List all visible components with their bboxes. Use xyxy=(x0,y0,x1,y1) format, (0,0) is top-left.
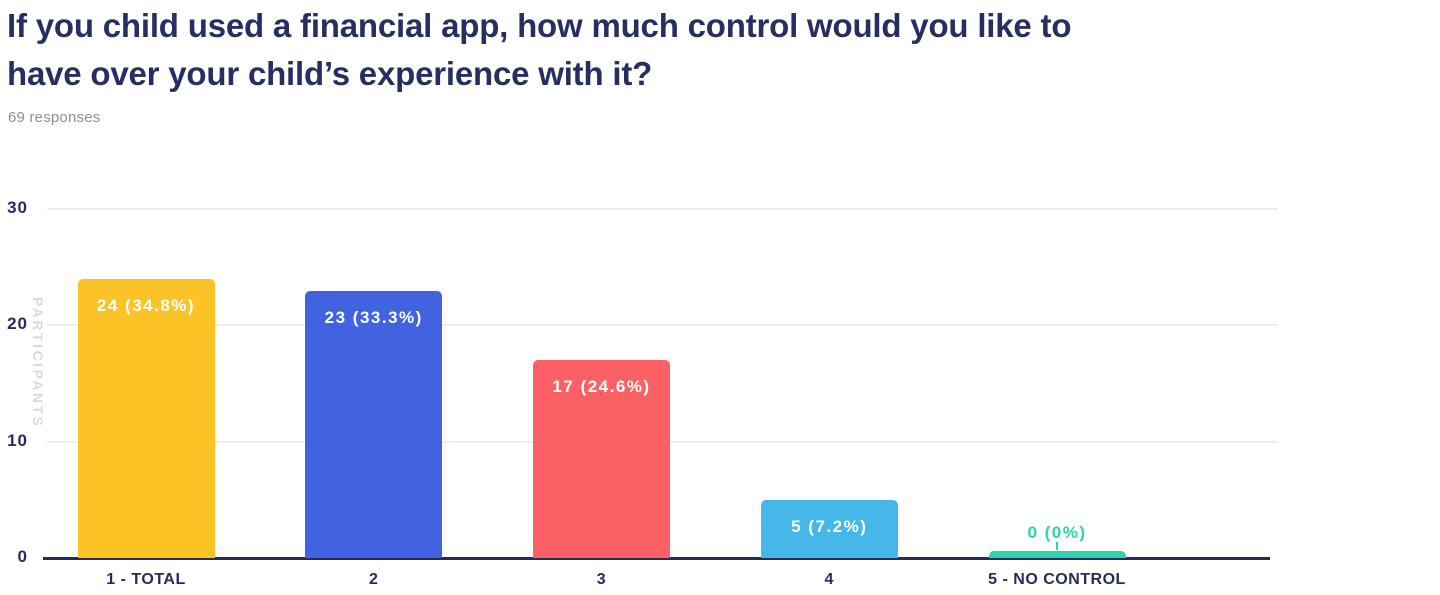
y-axis-label: PARTICIPANTS xyxy=(30,297,46,429)
bar-value-label: 23 (33.3%) xyxy=(324,307,423,327)
x-tick-label: 5 - NO CONTROL xyxy=(988,571,1126,588)
bar-2 xyxy=(305,290,443,558)
bar-value-label: 17 (24.6%) xyxy=(552,377,651,397)
y-tick-label: 20 xyxy=(7,314,28,334)
gridline xyxy=(47,324,1278,327)
x-tick-label: 1 - TOTAL xyxy=(106,571,186,588)
zero-bar-connector xyxy=(1056,542,1058,550)
x-axis-line xyxy=(43,557,1270,560)
y-tick-label: 30 xyxy=(7,198,28,218)
page-title: If you child used a financial app, how m… xyxy=(7,7,1072,92)
bar-value-label: 5 (7.2%) xyxy=(791,516,868,536)
x-tick-label: 4 xyxy=(824,571,834,588)
y-tick-label: 10 xyxy=(7,430,28,450)
bar-5-no-control xyxy=(988,551,1126,558)
x-tick-label: 2 xyxy=(369,571,379,588)
response-count: 69 responses xyxy=(8,109,101,126)
bar-value-label: 24 (34.8%) xyxy=(96,295,196,315)
bar-1-total xyxy=(77,278,215,558)
bar-3 xyxy=(533,360,670,558)
x-tick-label: 3 xyxy=(596,571,607,588)
y-tick-label: 0 xyxy=(17,547,28,566)
bar-4 xyxy=(760,499,898,558)
bar-value-label: 0 (0%) xyxy=(1027,523,1087,542)
gridline xyxy=(47,208,1278,211)
